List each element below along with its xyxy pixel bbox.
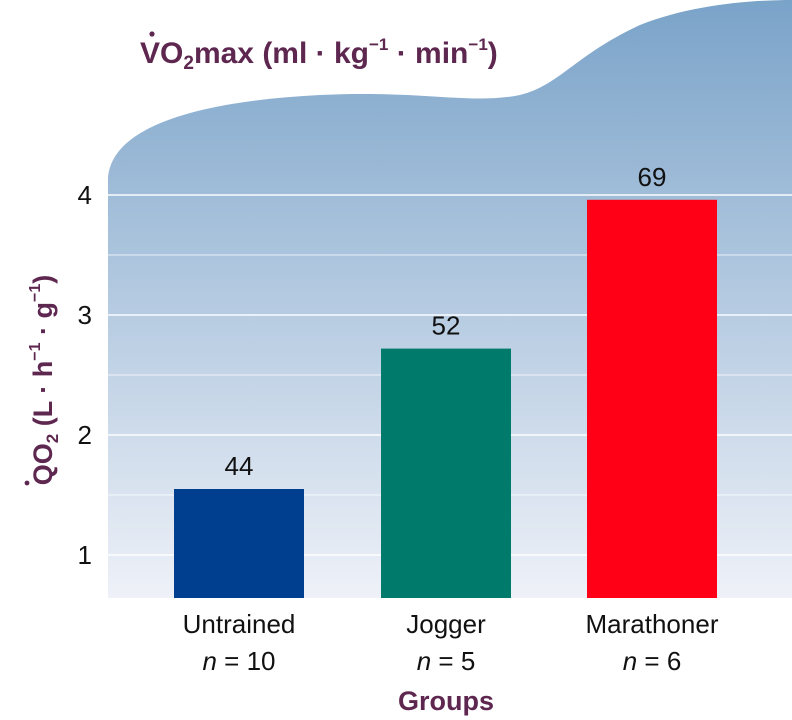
y-tick-label: 4 bbox=[78, 180, 92, 210]
y-tick-labels: 1 2 3 4 bbox=[78, 180, 92, 570]
chart-title: VO2max (ml · kg−1 · min−1) bbox=[140, 35, 498, 74]
x-axis-title: Groups bbox=[398, 686, 494, 716]
y-title-dot-accent bbox=[24, 480, 30, 486]
bar bbox=[174, 489, 304, 598]
y-axis-title: QO2 (L · h−1 · g−1) bbox=[27, 275, 62, 485]
bar-value-label: 52 bbox=[432, 311, 461, 341]
y-tick-label: 1 bbox=[78, 540, 92, 570]
y-tick-label: 3 bbox=[78, 300, 92, 330]
bar-value-label: 44 bbox=[225, 451, 254, 481]
category-label: Untrained bbox=[183, 609, 296, 639]
category-labels: Untrained n = 10 Jogger n = 5 Marathoner n = … bbox=[183, 609, 719, 676]
sample-size-label: n = 5 bbox=[417, 646, 476, 676]
bars: 44 52 69 bbox=[174, 162, 717, 599]
category-label: Jogger bbox=[406, 609, 486, 639]
bar-value-label: 69 bbox=[638, 162, 667, 192]
sample-size-label: n = 6 bbox=[623, 646, 682, 676]
bar bbox=[381, 348, 511, 598]
sample-size-label: n = 10 bbox=[202, 646, 275, 676]
bar bbox=[587, 199, 717, 599]
y-tick-label: 2 bbox=[78, 420, 92, 450]
title-dot-accent bbox=[149, 31, 155, 37]
category-label: Marathoner bbox=[586, 609, 719, 639]
